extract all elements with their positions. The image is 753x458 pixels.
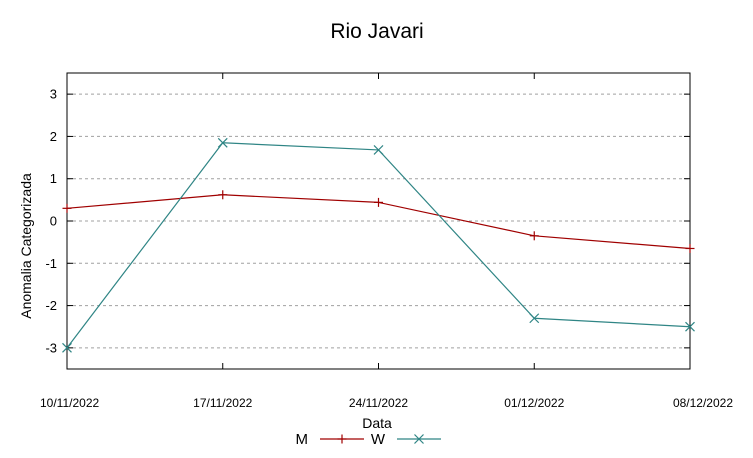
x-tick-label: 01/12/2022 [504, 396, 564, 410]
legend-entry-w: W [371, 431, 441, 448]
legend-marker-m [337, 434, 347, 444]
x-tick-label: 24/11/2022 [349, 396, 408, 410]
series-w [62, 137, 695, 353]
legend-label-w: W [371, 431, 386, 448]
y-tick-label: 0 [50, 214, 57, 229]
data-point-w [529, 313, 540, 324]
x-axis-ticks: 10/11/2022 17/11/2022 24/11/2022 01/12/2022… [40, 73, 733, 410]
data-point-m [218, 190, 228, 200]
y-tick-label: -1 [45, 256, 57, 271]
data-point-w [685, 321, 695, 332]
y-axis-ticks: 3 2 1 0 -1 -2 -3 [45, 87, 690, 355]
series-m [62, 190, 695, 253]
x-axis-label: Data [362, 415, 392, 431]
x-tick-label: 10/11/2022 [40, 396, 99, 410]
series-layer [62, 137, 695, 353]
data-point-w [373, 145, 384, 155]
x-tick-label: 08/12/2022 [673, 396, 733, 410]
marker-stroke [217, 137, 228, 148]
data-point-m [685, 243, 695, 253]
marker-stroke [373, 145, 384, 155]
series-line-w [66, 142, 691, 349]
data-point-m [374, 197, 383, 207]
y-tick-label: 1 [50, 171, 57, 186]
y-axis-label: Anomalia Categorizada [18, 173, 34, 319]
y-tick-label: 2 [50, 129, 57, 144]
legend-marker-w [414, 434, 424, 444]
data-point-m [62, 203, 72, 213]
data-point-w [217, 137, 228, 148]
y-tick-label: -2 [45, 298, 57, 313]
chart-title: Rio Javari [330, 20, 423, 43]
marker-stroke [414, 434, 424, 444]
marker-stroke [529, 313, 540, 324]
data-point-w [62, 342, 72, 353]
marker-stroke [62, 342, 72, 353]
legend-label-m: M [296, 431, 309, 448]
y-tick-label: 3 [50, 87, 57, 102]
legend-entry-m: M [296, 431, 364, 448]
y-tick-label: -3 [45, 340, 57, 355]
x-tick-label: 17/11/2022 [193, 396, 252, 410]
marker-stroke [685, 321, 695, 332]
grid-lines [67, 93, 690, 349]
data-point-m [529, 231, 539, 241]
